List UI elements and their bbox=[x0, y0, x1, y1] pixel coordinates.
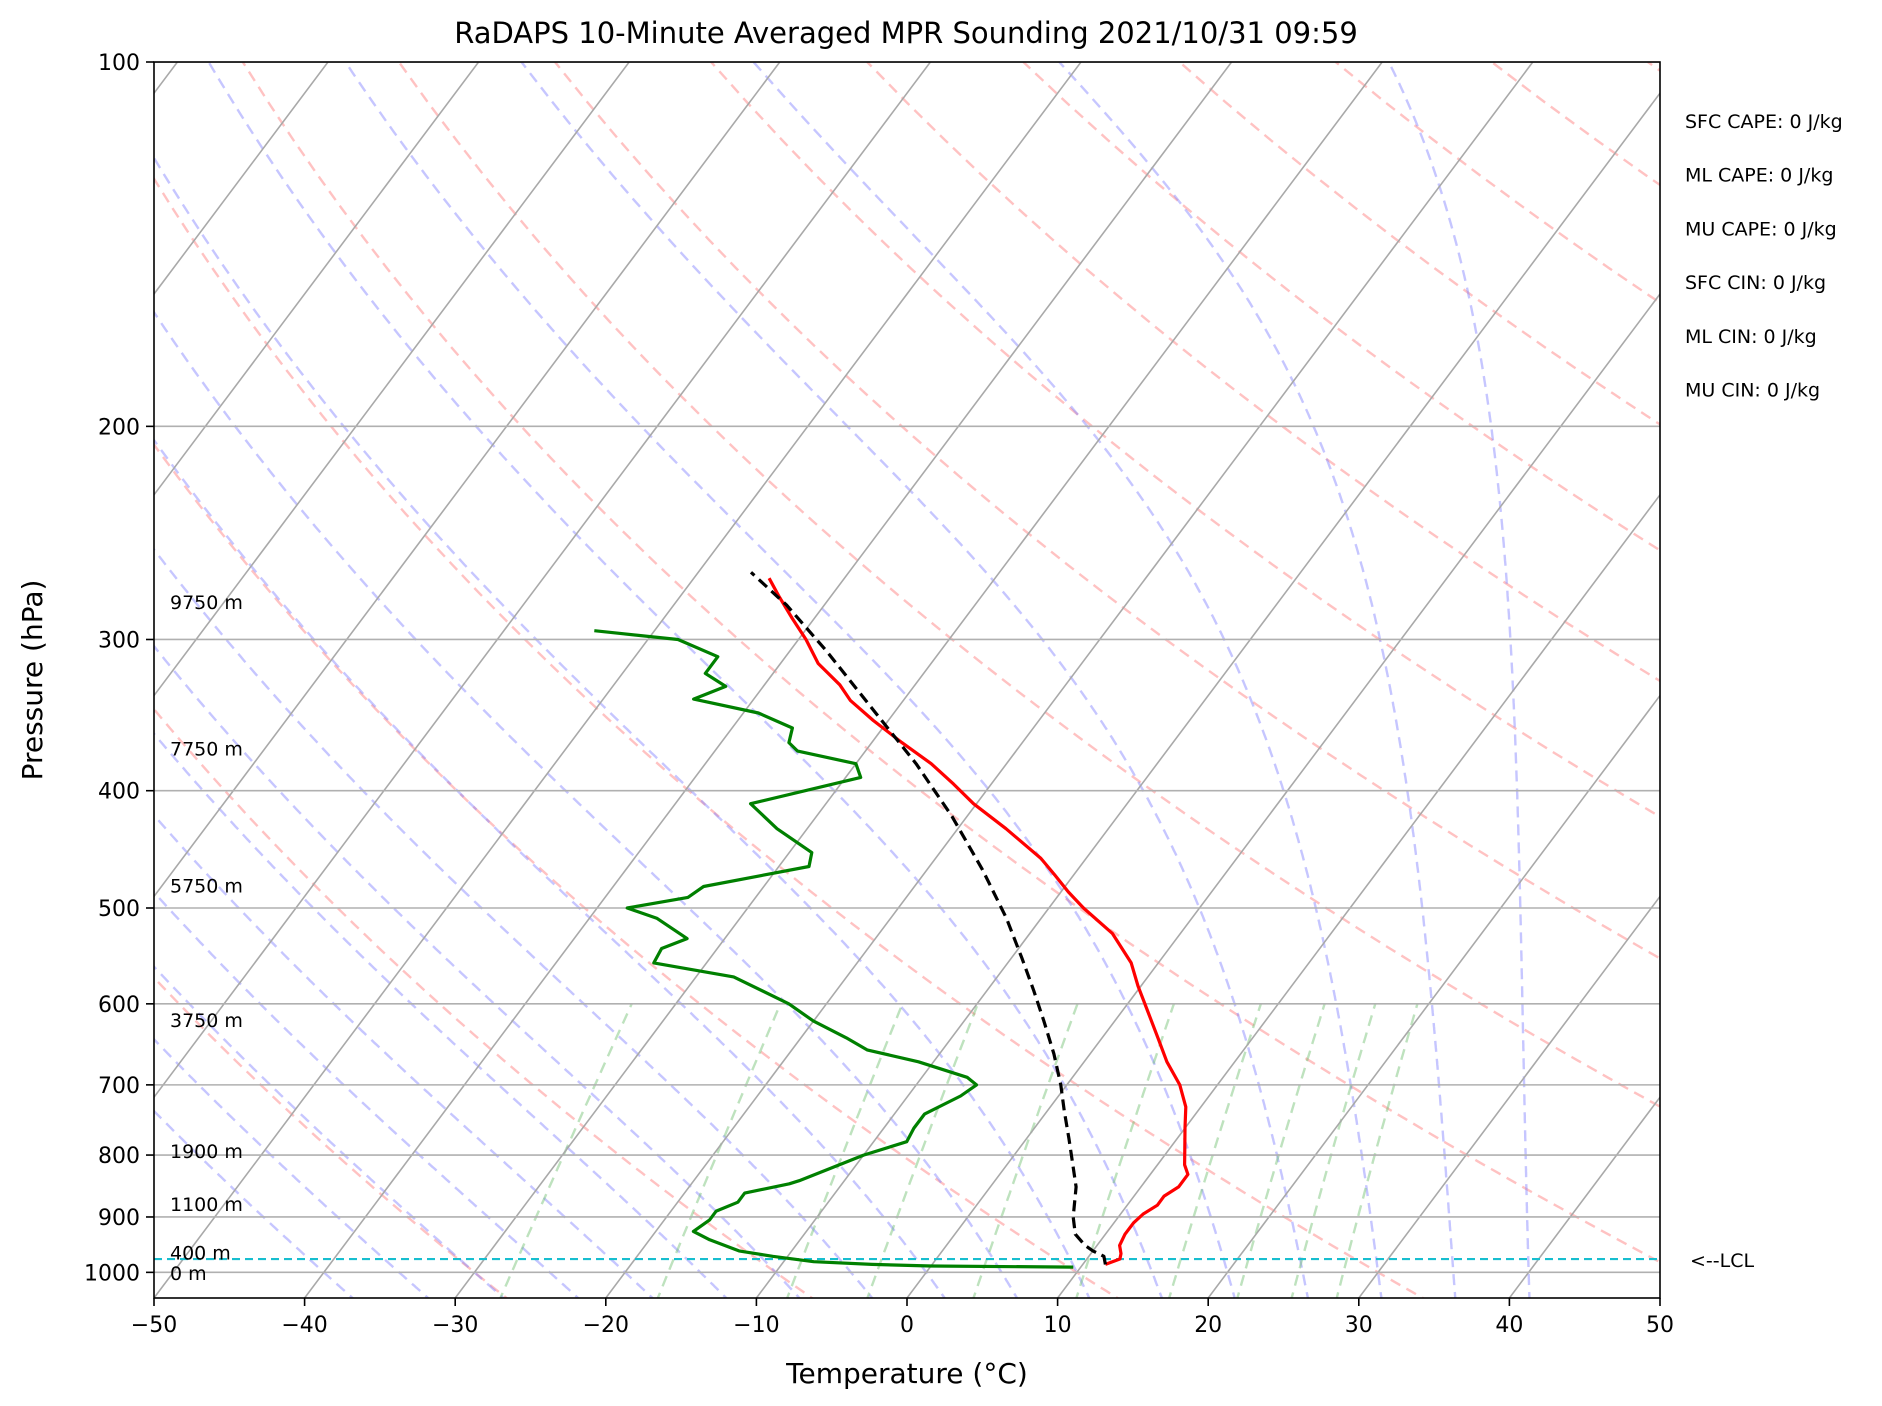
mixing-ratio-line bbox=[1335, 1003, 1419, 1298]
dry-adiabat bbox=[554, 62, 1660, 960]
isotherm-line bbox=[755, 91, 1660, 1298]
stability-stat: SFC CIN: 0 J/kg bbox=[1685, 272, 1826, 294]
dry-adiabat bbox=[1490, 62, 1660, 187]
dry-adiabat bbox=[154, 176, 1426, 1298]
height-label: 0 m bbox=[170, 1263, 207, 1285]
x-tick-label: −10 bbox=[733, 1313, 779, 1338]
lcl-label: <--LCL bbox=[1690, 1250, 1754, 1272]
y-tick-label: 700 bbox=[98, 1074, 140, 1099]
isotherm-line bbox=[154, 62, 330, 296]
height-label: 7750 m bbox=[170, 739, 243, 761]
x-tick-label: −20 bbox=[583, 1313, 629, 1338]
parcel-line bbox=[749, 571, 1107, 1265]
dry-adiabat bbox=[154, 442, 1120, 1298]
mixing-ratio-line bbox=[1167, 1003, 1263, 1298]
dry-adiabat bbox=[154, 707, 815, 1298]
x-tick-label: −40 bbox=[281, 1313, 327, 1338]
mixing-ratio-line bbox=[499, 1003, 633, 1298]
stability-stat: MU CIN: 0 J/kg bbox=[1685, 380, 1820, 402]
moist-adiabat bbox=[344, 62, 1236, 1298]
plot-frame bbox=[153, 61, 1661, 1299]
height-label: 3750 m bbox=[170, 1010, 243, 1032]
moist-adiabat bbox=[154, 644, 802, 1298]
moist-adiabat bbox=[154, 964, 506, 1298]
dry-adiabat bbox=[1647, 62, 1660, 73]
moist-adiabat bbox=[1387, 62, 1531, 1298]
moist-adiabat bbox=[154, 438, 947, 1298]
height-label: 400 m bbox=[170, 1243, 231, 1265]
moist-adiabat bbox=[154, 310, 1019, 1298]
dewpoint-line bbox=[594, 629, 1074, 1269]
reference-lines bbox=[154, 62, 1882, 1303]
y-tick-label: 400 bbox=[98, 780, 140, 805]
moist-adiabat bbox=[154, 1037, 430, 1298]
y-tick-label: 100 bbox=[98, 51, 140, 76]
x-tick-label: −50 bbox=[131, 1313, 177, 1338]
mixing-ratio-line bbox=[1075, 1003, 1176, 1298]
x-tick-label: −30 bbox=[432, 1313, 478, 1338]
stability-stat: ML CAPE: 0 J/kg bbox=[1685, 165, 1833, 187]
moist-adiabat bbox=[154, 890, 580, 1298]
isotherm-line bbox=[154, 62, 1082, 1298]
mixing-ratio-line bbox=[1236, 1003, 1326, 1298]
moist-adiabat bbox=[154, 731, 728, 1298]
moist-adiabat bbox=[520, 62, 1310, 1298]
isotherm-line bbox=[154, 62, 480, 497]
sounding-lines bbox=[154, 571, 1660, 1269]
stability-stat: MU CAPE: 0 J/kg bbox=[1685, 218, 1837, 240]
x-tick-label: 30 bbox=[1345, 1313, 1373, 1338]
stability-stat: SFC CAPE: 0 J/kg bbox=[1685, 111, 1843, 133]
moist-adiabat bbox=[154, 813, 655, 1298]
x-tick-label: 10 bbox=[1044, 1313, 1072, 1338]
y-tick-label: 500 bbox=[98, 897, 140, 922]
y-tick-label: 800 bbox=[98, 1144, 140, 1169]
chart-annotations: 9750 m 7750 m 5750 m 3750 m 1900 m 1100 m 400 … bbox=[170, 111, 1843, 1285]
dry-adiabat bbox=[1022, 62, 1660, 552]
height-label: 1900 m bbox=[170, 1141, 243, 1163]
height-label: 9750 m bbox=[170, 592, 243, 614]
moist-adiabat bbox=[154, 155, 1091, 1298]
axis-ticks: −50 −40 −30 −20 −10 0 10 20 30 40 50 100 200 300 400 50… bbox=[84, 51, 1674, 1338]
isotherm-line bbox=[454, 62, 1384, 1298]
moist-adiabat bbox=[1058, 62, 1457, 1298]
height-label: 1100 m bbox=[170, 1194, 243, 1216]
isotherm-line bbox=[303, 62, 1233, 1298]
y-tick-label: 900 bbox=[98, 1206, 140, 1231]
isotherm-line bbox=[154, 62, 932, 1099]
isotherm-line bbox=[1056, 493, 1660, 1298]
dry-adiabat bbox=[1334, 62, 1660, 305]
dry-adiabat bbox=[154, 975, 509, 1298]
y-tick-label: 300 bbox=[98, 628, 140, 653]
stability-stat: ML CIN: 0 J/kg bbox=[1685, 326, 1817, 348]
y-tick-label: 200 bbox=[98, 415, 140, 440]
x-tick-label: 0 bbox=[900, 1313, 914, 1338]
temperature-line bbox=[767, 577, 1190, 1266]
isotherm-line bbox=[1357, 895, 1660, 1298]
y-axis-label: Pressure (hPa) bbox=[16, 580, 49, 781]
height-label: 5750 m bbox=[170, 876, 243, 898]
dry-adiabat bbox=[710, 62, 1660, 819]
dry-adiabat bbox=[1178, 62, 1660, 426]
mixing-ratio-line bbox=[1290, 1003, 1377, 1298]
isotherm-line bbox=[604, 62, 1534, 1298]
chart-title: RaDAPS 10-Minute Averaged MPR Sounding 2… bbox=[454, 16, 1358, 50]
dry-adiabat bbox=[1804, 62, 1882, 1303]
x-tick-label: 20 bbox=[1194, 1313, 1222, 1338]
mixing-ratio-line bbox=[656, 1003, 782, 1298]
moist-adiabat bbox=[154, 547, 874, 1298]
isotherm-line bbox=[154, 62, 781, 898]
mixing-ratio-line bbox=[972, 1003, 1079, 1298]
mixing-ratio-line bbox=[785, 1003, 904, 1298]
dry-adiabat bbox=[397, 62, 1660, 1109]
x-axis-label: Temperature (°C) bbox=[785, 1357, 1028, 1390]
isotherm-line bbox=[154, 62, 631, 697]
dry-adiabat bbox=[866, 62, 1660, 683]
x-tick-label: 40 bbox=[1495, 1313, 1523, 1338]
y-tick-label: 1000 bbox=[84, 1261, 140, 1286]
y-tick-label: 600 bbox=[98, 993, 140, 1018]
isotherm-line bbox=[1207, 694, 1660, 1298]
x-tick-label: 50 bbox=[1646, 1313, 1674, 1338]
